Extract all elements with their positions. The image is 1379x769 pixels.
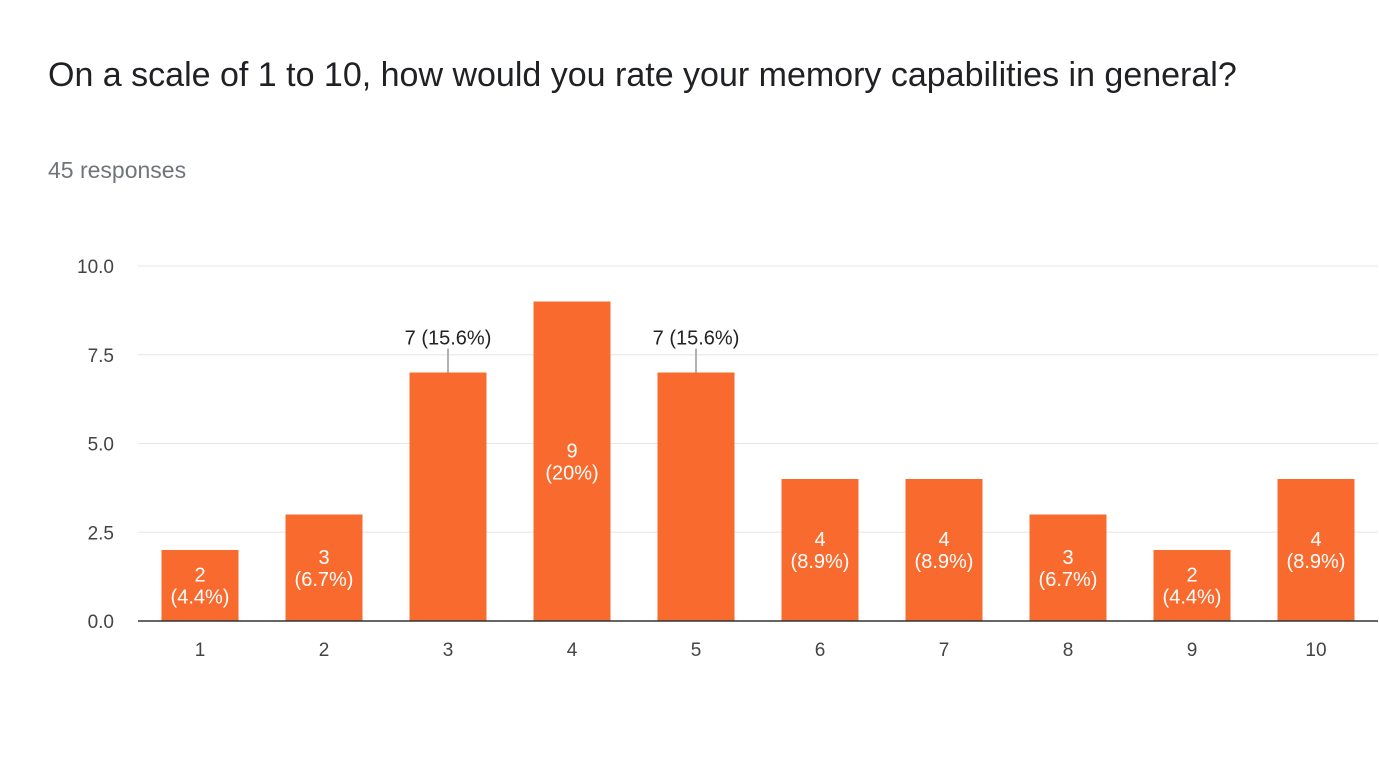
x-tick-label: 7 xyxy=(939,640,950,661)
data-label: (6.7%) xyxy=(295,569,354,591)
bar xyxy=(409,372,487,621)
response-count: 45 responses xyxy=(48,157,187,183)
bar xyxy=(285,514,363,621)
bar xyxy=(1029,514,1107,621)
bar xyxy=(1153,550,1231,621)
x-tick-label: 6 xyxy=(815,640,826,661)
x-tick-label: 8 xyxy=(1063,640,1074,661)
data-label: 7 (15.6%) xyxy=(653,328,740,350)
x-tick-label: 10 xyxy=(1305,640,1326,661)
x-tick-label: 1 xyxy=(195,640,206,661)
data-label: 3 xyxy=(318,547,329,569)
y-tick-label: 7.5 xyxy=(88,346,114,367)
data-label: 4 xyxy=(1310,529,1321,551)
data-label: (8.9%) xyxy=(791,551,850,573)
data-label: (8.9%) xyxy=(1287,551,1346,573)
y-tick-label: 10.0 xyxy=(77,257,114,278)
y-tick-label: 0.0 xyxy=(88,612,114,633)
data-label: 2 xyxy=(194,565,205,587)
data-label: 9 xyxy=(566,440,577,462)
data-label: (8.9%) xyxy=(915,551,974,573)
y-tick-label: 5.0 xyxy=(88,435,114,456)
data-label: (6.7%) xyxy=(1039,569,1098,591)
bar xyxy=(1277,479,1355,621)
x-tick-label: 3 xyxy=(443,640,454,661)
bar xyxy=(533,301,611,621)
data-label: 2 xyxy=(1186,565,1197,587)
x-tick-label: 9 xyxy=(1187,640,1198,661)
data-label: (20%) xyxy=(545,462,598,484)
data-label: 4 xyxy=(938,529,949,551)
data-label: 3 xyxy=(1062,547,1073,569)
x-tick-label: 4 xyxy=(567,640,578,661)
data-label: 4 xyxy=(814,529,825,551)
y-tick-label: 2.5 xyxy=(88,523,114,544)
x-tick-label: 2 xyxy=(319,640,330,661)
bar xyxy=(905,479,983,621)
bar xyxy=(781,479,859,621)
data-label: (4.4%) xyxy=(1163,587,1222,609)
bar xyxy=(657,372,735,621)
data-label: 7 (15.6%) xyxy=(405,328,492,350)
data-label: (4.4%) xyxy=(171,587,230,609)
bar xyxy=(161,550,239,621)
chart-title: On a scale of 1 to 10, how would you rat… xyxy=(48,56,1237,94)
x-tick-label: 5 xyxy=(691,640,702,661)
